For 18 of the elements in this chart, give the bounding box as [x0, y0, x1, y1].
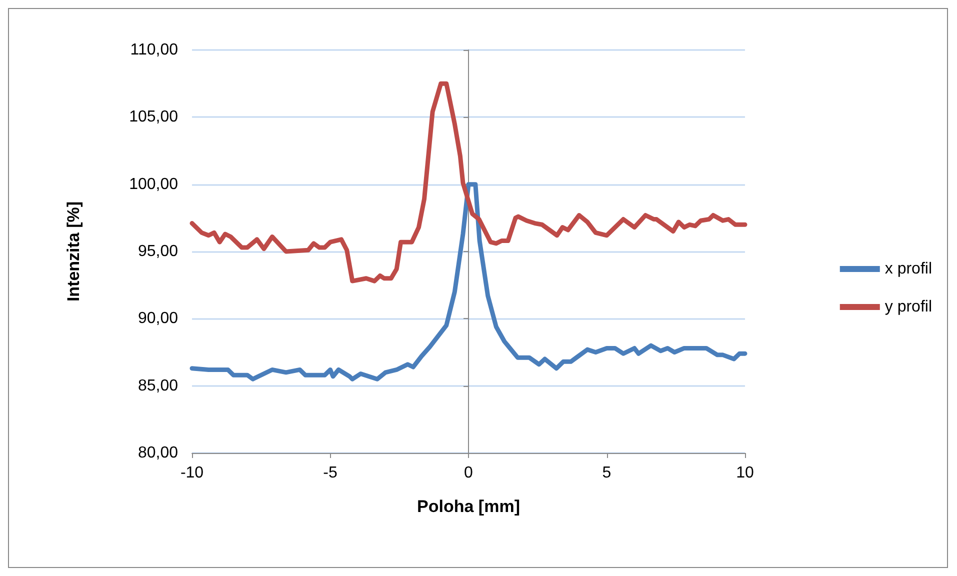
- line-series: [190, 182, 748, 382]
- x-tick-label: 5: [602, 464, 612, 482]
- legend-label: y profil: [884, 298, 932, 316]
- y-tick-label: 110,00: [130, 42, 178, 58]
- y-tick-label: 90,00: [138, 310, 178, 328]
- line-series: [190, 81, 748, 284]
- x-tick-label: 10: [736, 464, 754, 482]
- y-tick-label: 105,00: [129, 108, 178, 126]
- y-tick-label: 85,00: [138, 377, 178, 394]
- legend-label: x profil: [884, 260, 932, 278]
- x-tick-label: -10: [180, 464, 204, 482]
- y-axis-title: Intenzita [%]: [64, 201, 83, 302]
- x-axis-title: Poloha [mm]: [417, 497, 520, 516]
- x-tick-label: 0: [464, 464, 474, 482]
- y-tick-label: 80,00: [138, 444, 178, 462]
- y-tick-label: 100,00: [129, 176, 178, 193]
- x-tick-label: -5: [323, 464, 338, 482]
- y-tick-label: 95,00: [138, 243, 178, 260]
